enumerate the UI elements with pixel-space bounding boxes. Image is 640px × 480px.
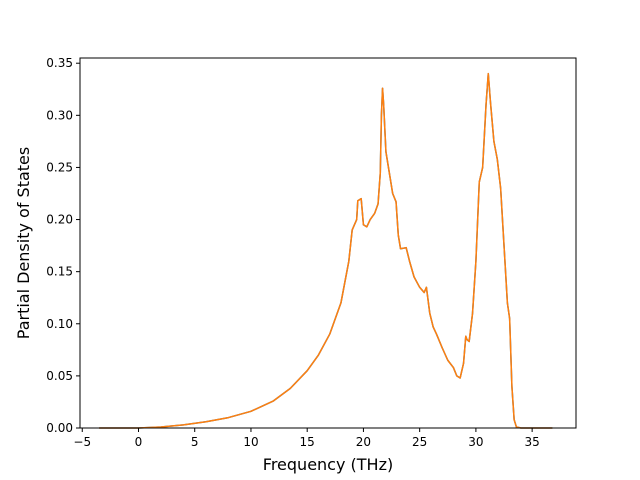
y-axis-label: Partial Density of States: [14, 147, 33, 339]
x-tick-label: 10: [243, 435, 258, 449]
y-tick-label: 0.05: [46, 369, 73, 383]
x-tick-label: 15: [300, 435, 315, 449]
x-tick-label: 25: [412, 435, 427, 449]
x-tick-label: 20: [356, 435, 371, 449]
x-tick-label: 35: [524, 435, 539, 449]
x-tick-label: 30: [468, 435, 483, 449]
y-tick-label: 0.25: [46, 160, 73, 174]
y-tick-label: 0.00: [46, 421, 73, 435]
x-tick-label: 0: [135, 435, 143, 449]
x-tick-label: −5: [73, 435, 91, 449]
plot-frame: [79, 57, 577, 429]
series-line-2: [99, 72, 553, 429]
x-tick-label: 5: [191, 435, 199, 449]
y-tick-label: 0.30: [46, 108, 73, 122]
series-layer: [99, 72, 553, 429]
y-tick-label: 0.35: [46, 56, 73, 70]
y-tick-label: 0.15: [46, 265, 73, 279]
y-axis-ticks: 0.00 0.05 0.10 0.15 0.20 0.25 0.30 0.35: [46, 56, 80, 435]
x-axis-ticks: −5 0 5 10 15 20 25 30 35: [73, 428, 540, 449]
x-axis-label: Frequency (THz): [263, 455, 393, 474]
y-tick-label: 0.10: [46, 317, 73, 331]
y-tick-label: 0.20: [46, 213, 73, 227]
